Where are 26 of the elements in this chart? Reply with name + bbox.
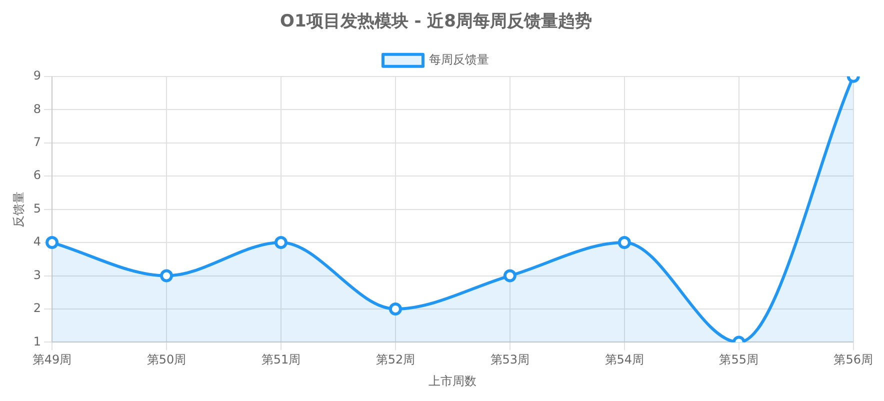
y-tick-label: 7 (33, 134, 42, 149)
y-axis-title: 反馈量 (11, 191, 26, 228)
point (503, 269, 516, 282)
x-tick-label: 第54周 (604, 352, 644, 367)
point (160, 269, 174, 282)
x-tick-label: 第49周 (32, 352, 72, 367)
point (618, 236, 631, 250)
x-tick-label: 第52周 (376, 352, 416, 367)
x-axis-title: 上市周数 (428, 374, 477, 388)
x-tick-label: 第56周 (834, 352, 874, 367)
point (274, 236, 288, 250)
x-tick-label: 第55周 (719, 352, 759, 367)
y-tick-label: 5 (33, 201, 42, 216)
point (388, 302, 402, 316)
y-tick-label: 4 (33, 234, 42, 249)
x-tick-label: 第50周 (146, 352, 186, 367)
x-tick-label: 第53周 (490, 352, 530, 367)
y-tick-label: 9 (33, 68, 42, 83)
y-tick-label: 6 (33, 168, 42, 182)
y-tick-label: 1 (33, 334, 42, 348)
chart-title: O1项目发热模块 - 近8周每周反馈量趋势 (280, 12, 592, 32)
y-tick-label: 8 (33, 102, 42, 116)
y-tick-label: 2 (33, 301, 42, 316)
y-tick-label: 3 (33, 268, 42, 282)
legend-label: 每周反馈量 (429, 52, 489, 67)
x-tick-label: 第51周 (261, 352, 301, 367)
